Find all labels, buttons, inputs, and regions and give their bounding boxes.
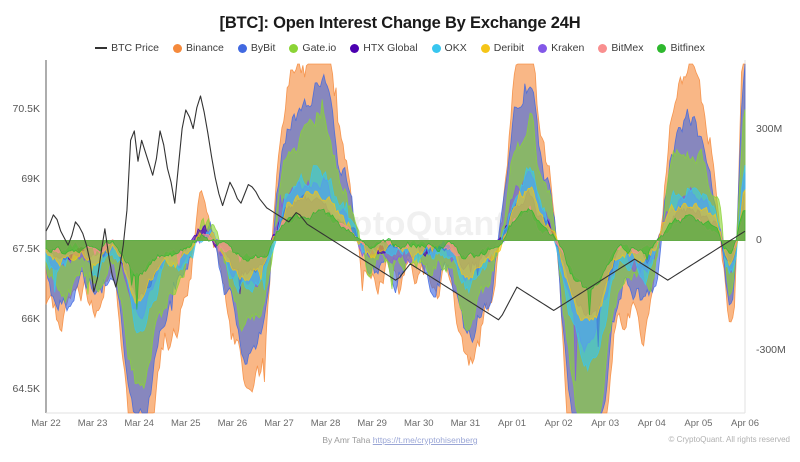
legend-label: OKX — [444, 42, 467, 54]
legend-dot-icon — [598, 43, 608, 53]
x-axis-tick: Apr 01 — [498, 418, 526, 429]
x-axis-tick: Mar 22 — [31, 418, 61, 429]
series-area-bitfinex — [45, 207, 746, 316]
legend-line-icon — [95, 47, 108, 49]
legend-label: Kraken — [551, 42, 585, 54]
x-axis-tick: Mar 31 — [450, 418, 481, 429]
y-axis-left-tick: 69K — [21, 172, 40, 185]
x-axis-tick: Mar 23 — [77, 418, 108, 429]
legend-item-btc-price[interactable]: BTC Price — [95, 42, 159, 54]
x-axis-tick: Apr 03 — [591, 418, 620, 429]
page-title: [BTC]: Open Interest Change By Exchange … — [219, 14, 581, 32]
copyright-notice: © CryptoQuant. All rights reserved — [668, 435, 791, 444]
x-axis-tick: Apr 05 — [684, 418, 713, 429]
legend-label: HTX Global — [363, 42, 418, 54]
x-axis-tick: Mar 30 — [404, 418, 434, 429]
x-axis-tick: Apr 02 — [544, 418, 573, 429]
legend-item-deribit[interactable]: Deribit — [480, 42, 525, 54]
y-axis-left-tick: 67.5K — [12, 242, 40, 255]
y-axis-right-tick: -300M — [756, 343, 786, 356]
legend-label: Deribit — [493, 42, 525, 54]
legend-label: BTC Price — [111, 42, 159, 54]
legend-dot-icon — [289, 43, 299, 53]
legend-label: Binance — [185, 42, 224, 54]
x-axis-tick: Mar 24 — [124, 418, 154, 429]
credit-author: By Amr Taha — [322, 435, 373, 445]
x-axis-tick: Mar 27 — [264, 418, 294, 429]
legend-dot-icon — [350, 43, 360, 53]
y-axis-left-tick: 64.5K — [12, 382, 40, 395]
y-axis-left-tick: 66K — [21, 312, 40, 325]
legend-item-binance[interactable]: Binance — [172, 42, 224, 54]
x-axis-tick: Apr 04 — [637, 418, 666, 429]
legend-dot-icon — [237, 43, 247, 53]
legend-item-bitmex[interactable]: BitMex — [598, 42, 643, 54]
legend-item-bitfinex[interactable]: Bitfinex — [657, 42, 705, 54]
x-axis-tick: Mar 29 — [357, 418, 387, 429]
credit-line: By Amr Taha https://t.me/cryptohisenberg — [0, 435, 800, 445]
legend-item-bybit[interactable]: ByBit — [237, 42, 276, 54]
x-axis-tick: Mar 28 — [310, 418, 341, 429]
credit-link[interactable]: https://t.me/cryptohisenberg — [372, 435, 478, 445]
x-axis-tick: Mar 25 — [171, 418, 201, 429]
series-area-bybit — [45, 63, 746, 414]
chart-legend: BTC Price Binance ByBit Gate.io HTX Global OK… — [0, 42, 800, 54]
y-axis-right-tick: 0 — [756, 233, 762, 246]
legend-item-okx[interactable]: OKX — [431, 42, 467, 54]
legend-dot-icon — [657, 43, 667, 53]
x-axis-tick: Apr 06 — [731, 418, 759, 429]
legend-label: ByBit — [250, 42, 276, 54]
y-axis-right-tick: 300M — [756, 123, 783, 136]
legend-label: BitMex — [611, 42, 644, 54]
y-axis-left-tick: 70.5K — [12, 102, 40, 115]
series-line-btc-price — [45, 95, 746, 321]
legend-label: Gate.io — [302, 42, 337, 54]
legend-label: Bitfinex — [670, 42, 705, 54]
legend-dot-icon — [172, 43, 182, 53]
legend-item-gate-io[interactable]: Gate.io — [289, 42, 336, 54]
legend-dot-icon — [538, 43, 548, 53]
legend-item-htx-global[interactable]: HTX Global — [350, 42, 418, 54]
x-axis-tick: Mar 26 — [217, 418, 248, 429]
legend-dot-icon — [431, 43, 441, 53]
series-area-deribit — [45, 186, 746, 322]
legend-item-kraken[interactable]: Kraken — [538, 42, 584, 54]
legend-dot-icon — [480, 43, 490, 53]
